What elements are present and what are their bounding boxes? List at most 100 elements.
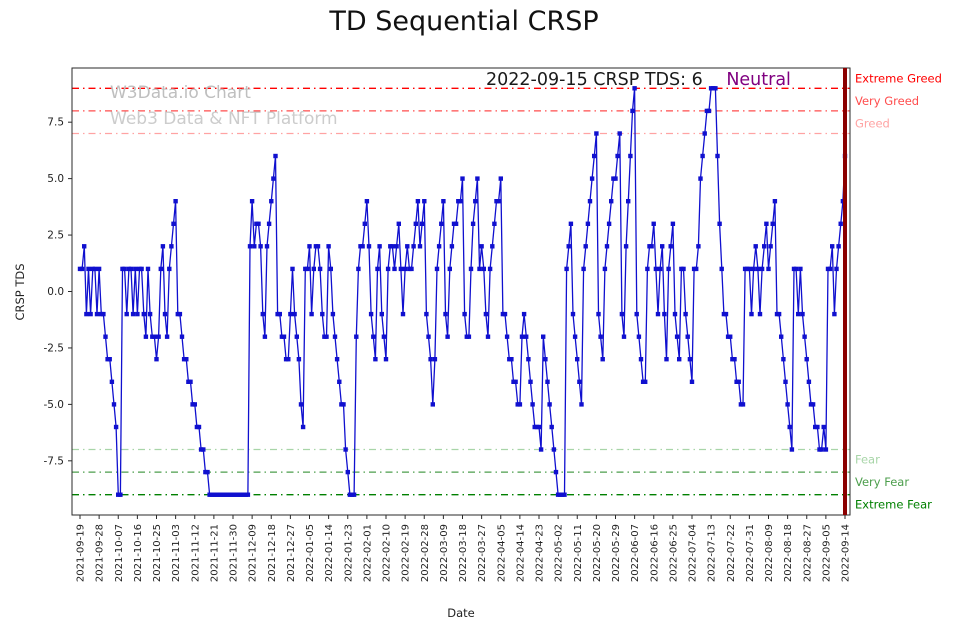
data-point-marker [430, 402, 435, 407]
data-point-marker [713, 86, 718, 91]
data-point-marker [145, 266, 151, 272]
data-point-marker [662, 311, 667, 317]
x-tick-label: 2022-01-05 [305, 524, 316, 582]
data-point-marker [694, 266, 699, 272]
data-point-marker [781, 357, 786, 362]
data-point-marker [796, 311, 801, 317]
data-point-marker [630, 108, 635, 114]
data-point-marker [405, 244, 410, 249]
data-point-marker [162, 311, 168, 317]
data-point-marker [394, 244, 399, 249]
data-point-marker [351, 492, 357, 497]
data-point-marker [602, 266, 608, 272]
data-point-marker [167, 266, 172, 272]
data-point-marker [677, 357, 682, 362]
data-point-marker [732, 357, 737, 362]
data-point-marker [415, 199, 421, 204]
data-point-marker [487, 266, 493, 272]
x-tick-label: 2022-02-19 [401, 524, 412, 582]
x-tick-label: 2022-09-14 [841, 524, 852, 582]
data-point-marker [368, 311, 374, 317]
data-point-marker [411, 244, 416, 249]
x-tick-label: 2022-08-18 [783, 524, 794, 582]
data-point-marker [583, 244, 588, 249]
x-tick-label: 2021-11-30 [229, 524, 240, 582]
data-point-marker [232, 492, 238, 497]
x-tick-label: 2022-02-28 [420, 524, 431, 582]
data-point-marker [668, 244, 673, 249]
data-point-marker [341, 402, 346, 407]
data-point-marker [547, 402, 552, 407]
data-point-marker [827, 266, 833, 272]
data-point-marker [783, 379, 788, 384]
data-point-marker [224, 492, 229, 497]
series-line [80, 87, 846, 496]
x-tick-label: 2021-12-09 [248, 524, 259, 582]
data-point-marker [305, 266, 310, 272]
data-point-marker [538, 447, 544, 452]
x-axis-label: Date [447, 606, 475, 620]
data-point-marker [439, 221, 444, 226]
data-point-marker [513, 379, 518, 384]
data-point-marker [245, 492, 251, 497]
data-point-marker [609, 199, 614, 204]
threshold-label-very-fear: Very Fear [855, 475, 909, 489]
data-point-marker [653, 266, 659, 272]
data-point-marker [517, 402, 523, 407]
data-point-marker [596, 311, 601, 317]
data-point-marker [643, 379, 648, 384]
data-point-marker [651, 221, 656, 226]
data-point-marker [422, 199, 427, 204]
data-point-marker [156, 334, 161, 339]
data-point-marker [201, 447, 206, 452]
data-point-marker [345, 469, 350, 475]
threshold-label-very-greed: Very Greed [855, 94, 919, 108]
data-point-marker [747, 266, 752, 272]
data-point-marker [696, 244, 701, 249]
x-axis-ticks: 2021-09-19 2021-09-28 2021-10-07 2021-10-16… [76, 515, 852, 582]
data-point-marker [260, 311, 265, 317]
data-point-marker [356, 266, 361, 272]
data-point-marker [566, 244, 571, 249]
y-tick-label: -7.5 [44, 455, 65, 467]
data-point-marker [541, 334, 546, 339]
data-point-marker [198, 447, 204, 452]
data-point-marker [681, 266, 686, 272]
data-point-marker [575, 357, 580, 362]
data-point-marker [587, 199, 593, 204]
data-point-marker [373, 357, 378, 362]
data-point-marker [572, 334, 578, 339]
data-point-marker [434, 266, 440, 272]
data-point-marker [443, 311, 448, 317]
data-point-marker [296, 357, 302, 362]
data-point-marker [181, 357, 187, 362]
x-tick-label: 2022-08-27 [802, 524, 813, 582]
y-tick-label: 0.0 [47, 286, 64, 298]
data-point-marker [700, 153, 705, 159]
data-point-marker [764, 221, 769, 226]
data-point-marker [617, 131, 622, 136]
data-point-marker [103, 334, 108, 339]
data-point-marker [92, 266, 98, 272]
x-tick-label: 2021-09-28 [95, 524, 106, 582]
data-point-marker [619, 311, 625, 317]
data-point-marker [419, 221, 425, 226]
data-point-marker [177, 311, 183, 317]
data-point-marker [130, 311, 136, 317]
data-point-marker [409, 266, 414, 272]
data-point-marker [184, 357, 189, 362]
data-point-marker [589, 176, 595, 181]
data-point-marker [770, 221, 775, 226]
data-point-marker [152, 334, 157, 339]
x-tick-label: 2022-02-10 [382, 524, 393, 582]
data-point-marker [543, 357, 548, 362]
x-tick-label: 2021-10-16 [133, 524, 144, 582]
data-point-marker [766, 266, 771, 272]
data-point-marker [109, 379, 115, 384]
x-tick-label: 2022-06-16 [649, 524, 660, 582]
data-point-marker [757, 311, 763, 317]
data-point-marker [723, 311, 729, 317]
data-point-marker [836, 244, 841, 249]
x-tick-label: 2022-07-22 [726, 524, 737, 582]
